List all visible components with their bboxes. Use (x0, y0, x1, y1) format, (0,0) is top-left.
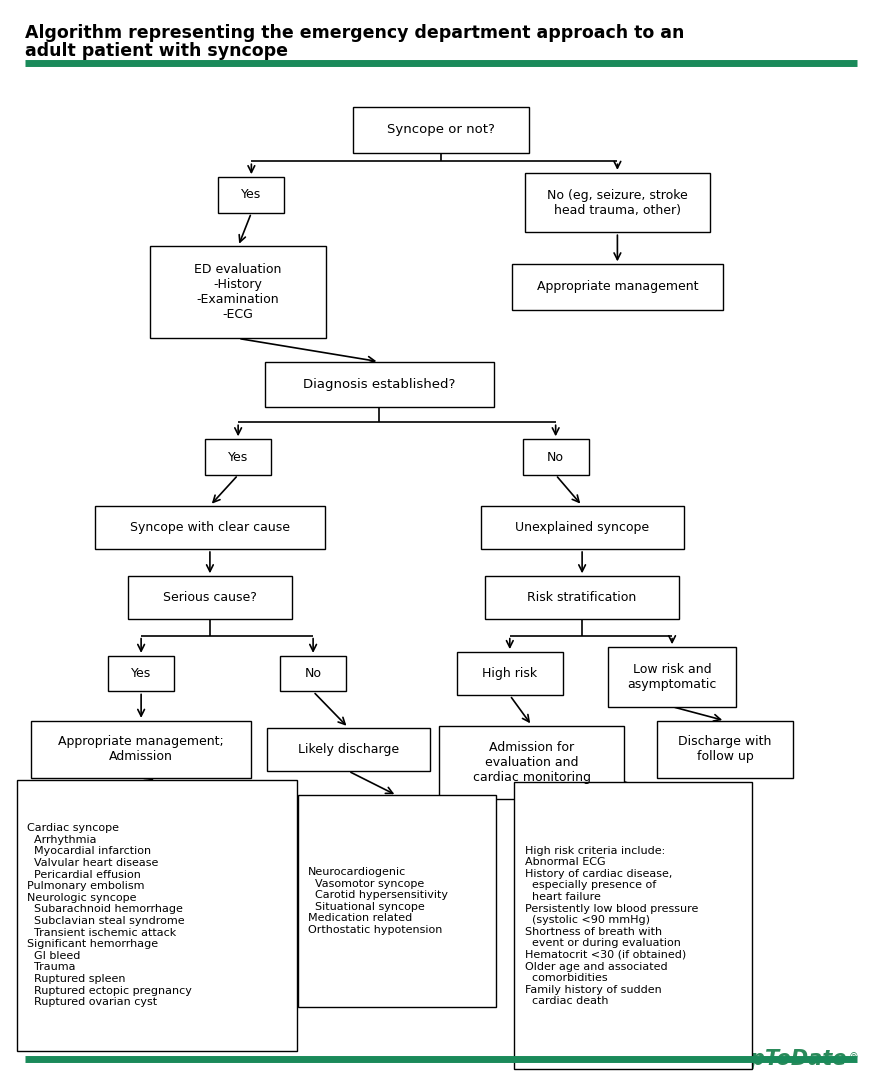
Text: Appropriate management;
Admission: Appropriate management; Admission (58, 735, 224, 764)
Text: Algorithm representing the emergency department approach to an: Algorithm representing the emergency dep… (25, 24, 684, 42)
Text: Likely discharge: Likely discharge (298, 743, 399, 756)
FancyBboxPatch shape (522, 440, 589, 474)
FancyBboxPatch shape (129, 576, 292, 619)
FancyBboxPatch shape (95, 506, 325, 549)
FancyBboxPatch shape (266, 728, 430, 771)
Text: Discharge with
follow up: Discharge with follow up (678, 735, 772, 764)
FancyBboxPatch shape (485, 576, 679, 619)
Text: UpToDate: UpToDate (733, 1049, 847, 1069)
Text: Serious cause?: Serious cause? (163, 591, 257, 604)
FancyBboxPatch shape (280, 656, 346, 692)
FancyBboxPatch shape (31, 721, 251, 778)
FancyBboxPatch shape (439, 726, 624, 799)
Text: Appropriate management: Appropriate management (536, 280, 699, 293)
FancyBboxPatch shape (514, 782, 752, 1070)
Text: High risk criteria include:
Abnormal ECG
History of cardiac disease,
  especiall: High risk criteria include: Abnormal ECG… (525, 846, 699, 1006)
Text: Risk stratification: Risk stratification (527, 591, 637, 604)
Text: Yes: Yes (228, 451, 248, 464)
Text: Low risk and
asymptomatic: Low risk and asymptomatic (627, 663, 717, 691)
Text: No: No (304, 667, 322, 680)
Text: Admission for
evaluation and
cardiac monitoring: Admission for evaluation and cardiac mon… (473, 741, 591, 784)
Text: adult patient with syncope: adult patient with syncope (25, 42, 288, 61)
Text: ED evaluation
-History
-Examination
-ECG: ED evaluation -History -Examination -ECG (194, 263, 282, 322)
FancyBboxPatch shape (457, 652, 563, 695)
FancyBboxPatch shape (150, 247, 326, 338)
FancyBboxPatch shape (108, 656, 175, 692)
FancyBboxPatch shape (219, 177, 284, 212)
Text: High risk: High risk (482, 667, 537, 680)
Text: ®: ® (848, 1053, 858, 1062)
Text: Neurocardiogenic
  Vasomotor syncope
  Carotid hypersensitivity
  Situational sy: Neurocardiogenic Vasomotor syncope Carot… (309, 867, 448, 935)
FancyBboxPatch shape (298, 795, 496, 1007)
FancyBboxPatch shape (525, 172, 710, 233)
FancyBboxPatch shape (265, 362, 494, 407)
FancyBboxPatch shape (481, 506, 684, 549)
FancyBboxPatch shape (205, 440, 272, 474)
Text: Yes: Yes (131, 667, 151, 680)
Text: Syncope or not?: Syncope or not? (387, 123, 495, 136)
FancyBboxPatch shape (17, 780, 297, 1051)
FancyBboxPatch shape (353, 107, 529, 153)
FancyBboxPatch shape (609, 648, 736, 707)
FancyBboxPatch shape (656, 721, 794, 778)
Text: No (eg, seizure, stroke
head trauma, other): No (eg, seizure, stroke head trauma, oth… (547, 188, 688, 217)
Text: Unexplained syncope: Unexplained syncope (515, 521, 649, 534)
Text: Yes: Yes (242, 188, 261, 201)
Text: Cardiac syncope
  Arrhythmia
  Myocardial infarction
  Valvular heart disease
  : Cardiac syncope Arrhythmia Myocardial in… (27, 823, 192, 1007)
Text: Syncope with clear cause: Syncope with clear cause (130, 521, 290, 534)
FancyBboxPatch shape (512, 264, 723, 310)
Text: Diagnosis established?: Diagnosis established? (303, 378, 455, 391)
Text: No: No (547, 451, 564, 464)
